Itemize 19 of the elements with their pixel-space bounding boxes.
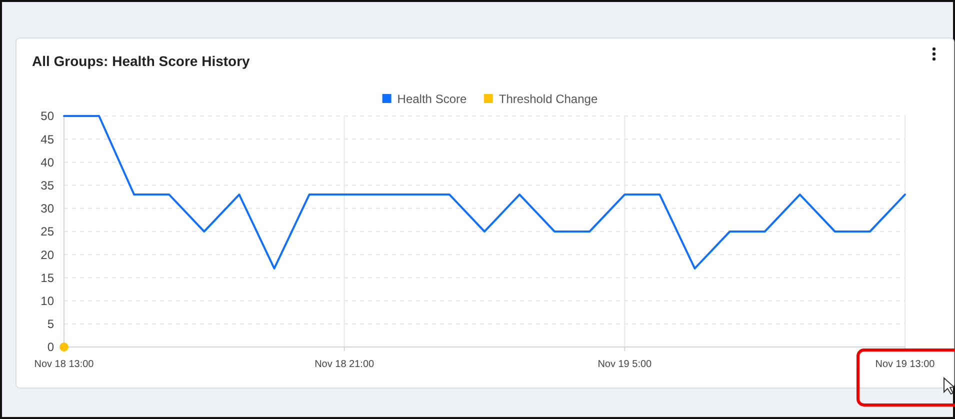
y-tick-label: 50 bbox=[40, 109, 54, 124]
x-tick-label: Nov 18 21:00 bbox=[314, 359, 375, 370]
x-tick-label: Nov 19 13:00 bbox=[875, 359, 936, 370]
x-tick-label: Nov 18 13:00 bbox=[34, 359, 94, 370]
y-tick-label: 40 bbox=[40, 155, 54, 170]
y-tick-label: 10 bbox=[40, 294, 54, 308]
y-tick-label: 25 bbox=[40, 224, 54, 239]
y-tick-label: 15 bbox=[40, 270, 54, 285]
y-tick-label: 30 bbox=[40, 202, 54, 216]
y-tick-label: 20 bbox=[40, 248, 54, 262]
x-tick-label: Nov 19 5:00 bbox=[598, 359, 652, 370]
chart-title: All Groups: Health Score History bbox=[32, 53, 250, 69]
y-tick-label: 35 bbox=[40, 178, 54, 192]
legend-label: Threshold Change bbox=[498, 92, 598, 106]
y-tick-label: 0 bbox=[47, 340, 54, 354]
line-series bbox=[63, 115, 906, 270]
y-tick-label: 45 bbox=[40, 132, 54, 146]
y-tick-label: 5 bbox=[47, 317, 54, 332]
legend-label: Health Score bbox=[397, 92, 467, 106]
